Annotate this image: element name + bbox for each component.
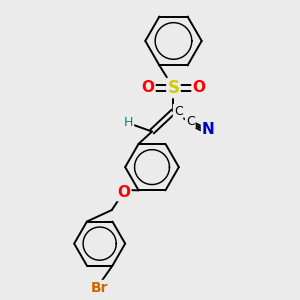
- Text: H: H: [124, 116, 133, 129]
- Text: N: N: [202, 122, 215, 137]
- Text: C: C: [174, 105, 183, 118]
- Text: Br: Br: [91, 281, 108, 295]
- Text: O: O: [117, 185, 130, 200]
- Text: S: S: [167, 79, 179, 97]
- Text: C: C: [186, 115, 195, 128]
- Text: O: O: [193, 80, 206, 95]
- Text: O: O: [142, 80, 154, 95]
